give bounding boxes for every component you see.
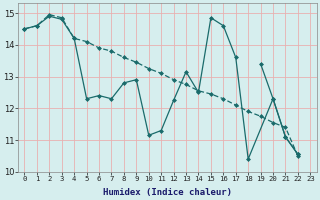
X-axis label: Humidex (Indice chaleur): Humidex (Indice chaleur) xyxy=(103,188,232,197)
